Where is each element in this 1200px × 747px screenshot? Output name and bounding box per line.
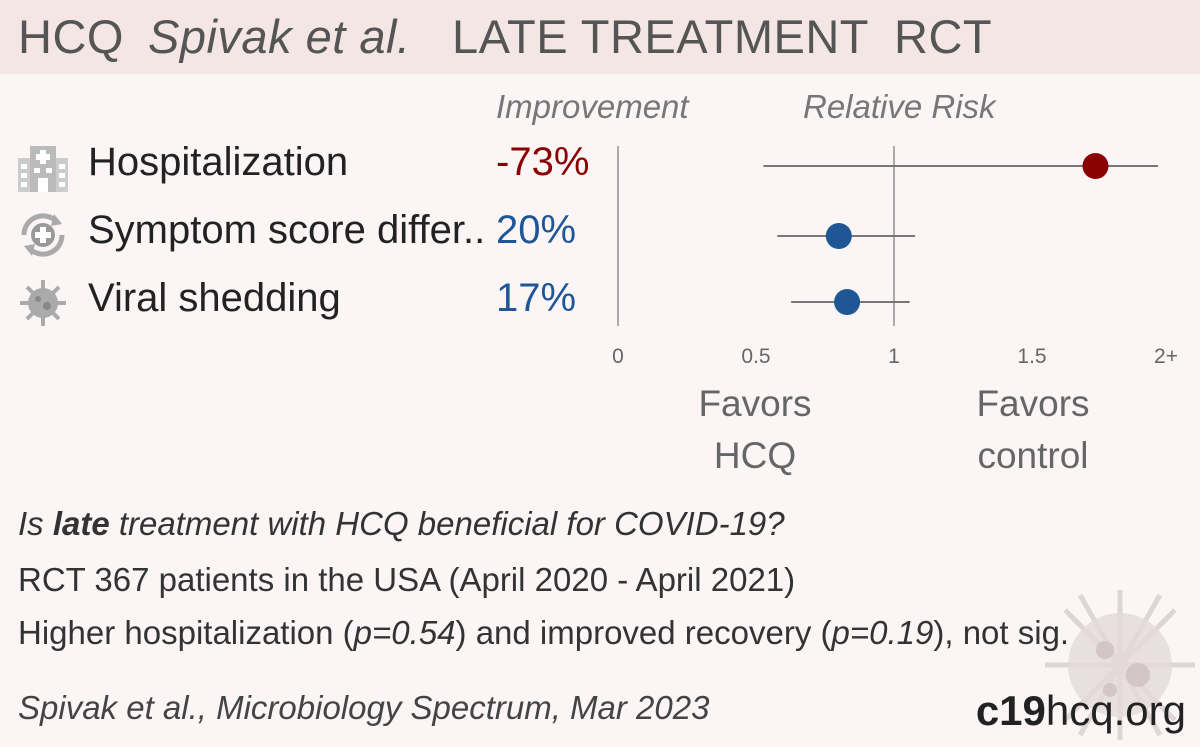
title-design: RCT (894, 10, 993, 63)
point-estimate-0 (1082, 153, 1109, 179)
point-estimate-2 (834, 289, 861, 315)
favors-control-line2: control (977, 435, 1089, 476)
point-estimate-1 (825, 223, 852, 249)
x-tick-label: 1.5 (1017, 345, 1046, 368)
improvement-value-viral-shedding: 17% (496, 276, 577, 320)
improvement-value-symptom-score: 20% (496, 208, 577, 252)
improvement-value-hospitalization: -73% (496, 140, 590, 184)
favors-control-line1: Favors (976, 383, 1090, 424)
study-result: Higher hospitalization (p=0.54) and impr… (18, 614, 1070, 651)
study-summary: RCT 367 patients in the USA (April 2020 … (18, 561, 796, 598)
x-tick-label: 0 (612, 345, 624, 368)
favors-treatment-line1: Favors (698, 383, 812, 424)
outcome-label-symptom-score: Symptom score differ.. (88, 208, 486, 252)
title-drug: HCQ (18, 10, 124, 63)
outcome-label-viral-shedding: Viral shedding (88, 276, 341, 320)
relative-risk-column-header: Relative Risk (803, 88, 996, 125)
x-tick-label: 2+ (1154, 345, 1178, 368)
improvement-column-header: Improvement (496, 88, 689, 125)
virus-icon (16, 276, 70, 330)
favors-treatment-line2: HCQ (713, 435, 797, 476)
citation: Spivak et al., Microbiology Spectrum, Ma… (18, 689, 710, 726)
virus-watermark-icon (1045, 590, 1195, 740)
title-bar: HCQ Spivak et al. LATE TREATMENT RCT (0, 0, 1200, 74)
brand-logo: c19hcq.org (975, 687, 1186, 734)
outcome-label-hospitalization: Hospitalization (88, 140, 349, 184)
study-question: Is late treatment with HCQ beneficial fo… (18, 505, 785, 542)
hospital-icon (16, 140, 70, 194)
forest-plot: 0 0.5 1 1.5 2+ (612, 146, 1178, 368)
favors-treatment-label: Favors HCQ (675, 378, 835, 482)
title-author: Spivak et al. (148, 10, 411, 63)
x-tick-label: 0.5 (741, 345, 770, 368)
favors-control-label: Favors control (953, 378, 1113, 482)
recovery-icon (16, 208, 70, 262)
x-tick-label: 1 (888, 345, 900, 368)
title-stage: LATE TREATMENT (452, 10, 869, 63)
